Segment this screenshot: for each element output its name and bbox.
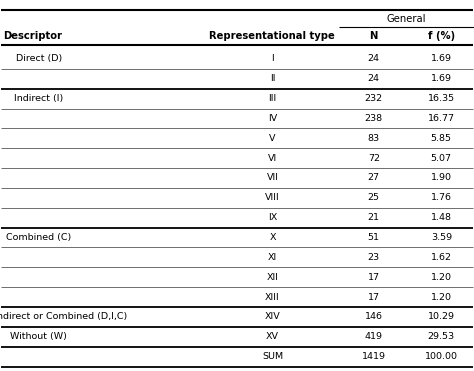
Text: Combined (C): Combined (C): [6, 233, 72, 242]
Text: 1.20: 1.20: [431, 273, 452, 282]
Text: 146: 146: [365, 312, 383, 321]
Text: IX: IX: [268, 213, 277, 222]
Text: 100.00: 100.00: [425, 352, 458, 361]
Text: 17: 17: [368, 273, 380, 282]
Text: 1419: 1419: [362, 352, 386, 361]
Text: 27: 27: [368, 174, 380, 183]
Text: Representational type: Representational type: [209, 32, 334, 41]
Text: N: N: [370, 32, 378, 41]
Text: f (%): f (%): [428, 32, 455, 41]
Text: 232: 232: [365, 94, 383, 103]
Text: Direct or Indirect or Combined (D,I,C): Direct or Indirect or Combined (D,I,C): [0, 312, 128, 321]
Text: XI: XI: [268, 253, 277, 262]
Text: 5.85: 5.85: [431, 134, 452, 143]
Text: I: I: [271, 55, 274, 63]
Text: 5.07: 5.07: [431, 154, 452, 162]
Text: 1.48: 1.48: [431, 213, 452, 222]
Text: 83: 83: [368, 134, 380, 143]
Text: 21: 21: [368, 213, 380, 222]
Text: Direct (D): Direct (D): [16, 55, 62, 63]
Text: 16.35: 16.35: [428, 94, 455, 103]
Text: 23: 23: [368, 253, 380, 262]
Text: 51: 51: [368, 233, 380, 242]
Text: 10.29: 10.29: [428, 312, 455, 321]
Text: 24: 24: [368, 74, 380, 83]
Text: 1.69: 1.69: [431, 55, 452, 63]
Text: 25: 25: [368, 193, 380, 202]
Text: 238: 238: [365, 114, 383, 123]
Text: 16.77: 16.77: [428, 114, 455, 123]
Text: 419: 419: [365, 332, 383, 341]
Text: VII: VII: [266, 174, 279, 183]
Text: IV: IV: [268, 114, 277, 123]
Text: 17: 17: [368, 293, 380, 302]
Text: XV: XV: [266, 332, 279, 341]
Text: VI: VI: [268, 154, 277, 162]
Text: 1.20: 1.20: [431, 293, 452, 302]
Text: 1.90: 1.90: [431, 174, 452, 183]
Text: 1.76: 1.76: [431, 193, 452, 202]
Text: 1.69: 1.69: [431, 74, 452, 83]
Text: XII: XII: [266, 273, 279, 282]
Text: SUM: SUM: [262, 352, 283, 361]
Text: 1.62: 1.62: [431, 253, 452, 262]
Text: Indirect (I): Indirect (I): [14, 94, 64, 103]
Text: 29.53: 29.53: [428, 332, 455, 341]
Text: XIII: XIII: [265, 293, 280, 302]
Text: II: II: [270, 74, 275, 83]
Text: Descriptor: Descriptor: [3, 32, 62, 41]
Text: XIV: XIV: [264, 312, 281, 321]
Text: Without (W): Without (W): [10, 332, 67, 341]
Text: X: X: [269, 233, 276, 242]
Text: 24: 24: [368, 55, 380, 63]
Text: General: General: [387, 14, 426, 24]
Text: 3.59: 3.59: [431, 233, 452, 242]
Text: 72: 72: [368, 154, 380, 162]
Text: III: III: [268, 94, 277, 103]
Text: V: V: [269, 134, 276, 143]
Text: VIII: VIII: [265, 193, 280, 202]
